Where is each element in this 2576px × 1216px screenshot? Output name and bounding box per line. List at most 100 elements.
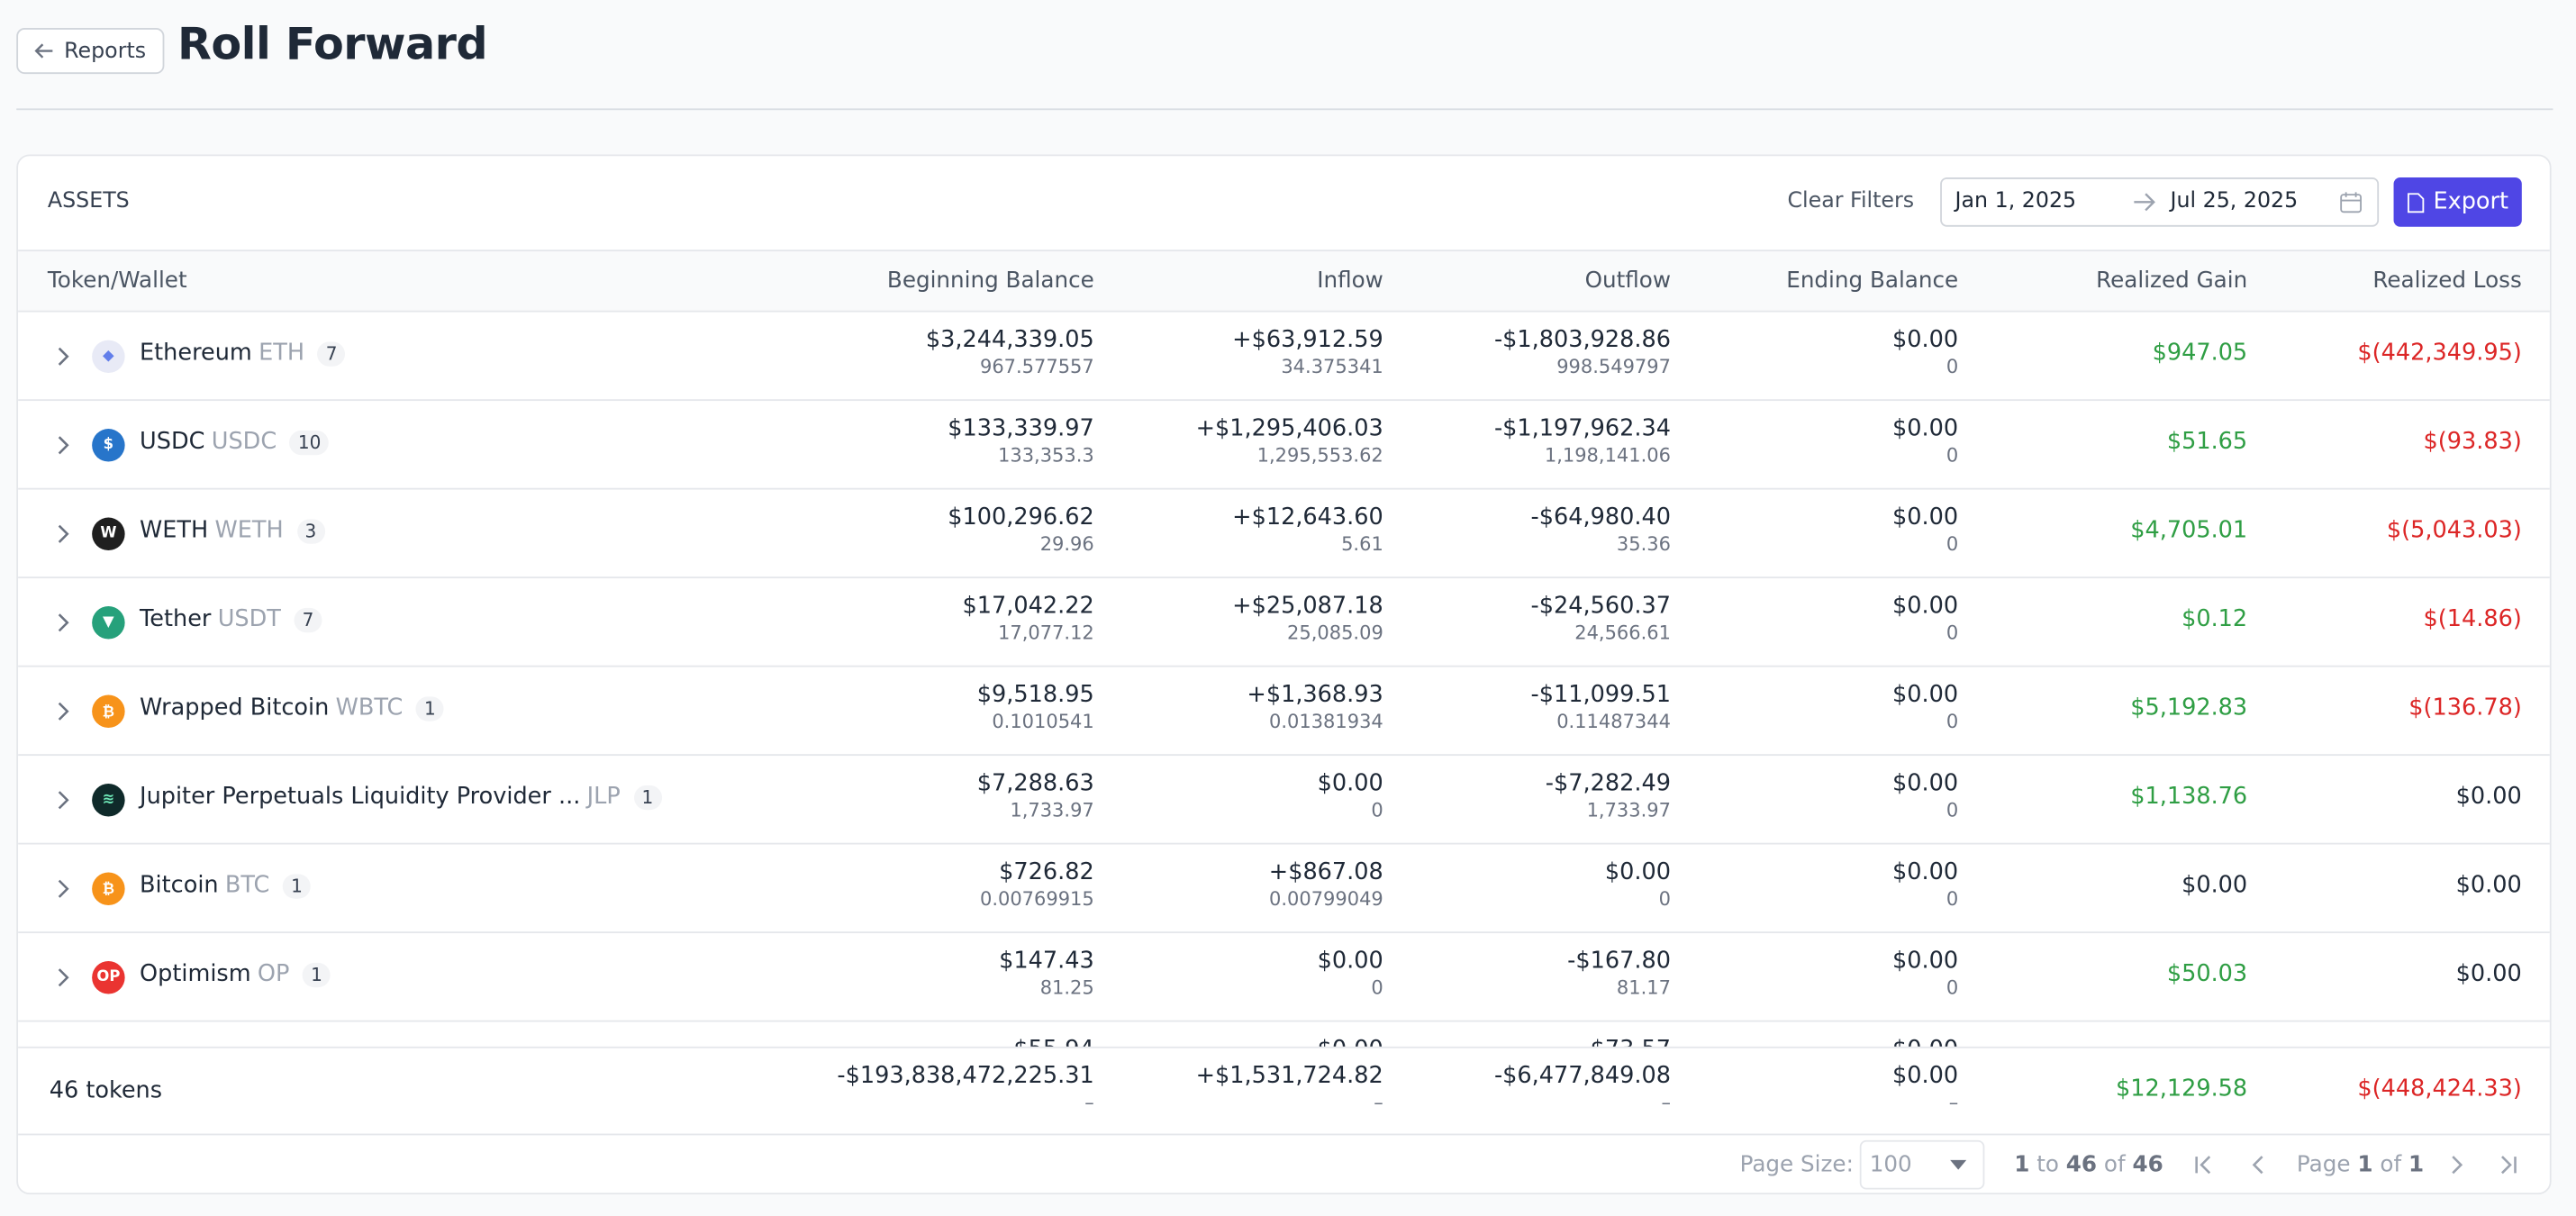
token-name: WETH <box>140 517 209 544</box>
amount: +$25,087.18 <box>1232 593 1383 620</box>
quantity: 1,733.97 <box>1010 798 1094 821</box>
balance-cell: $0.00 0 <box>1892 948 1958 999</box>
expand-chevron[interactable] <box>54 702 70 721</box>
balance-cell: $0.00 0 <box>1892 504 1958 556</box>
expand-chevron[interactable] <box>54 879 70 899</box>
amount: $0.00 <box>1892 415 1959 442</box>
realized-loss: $(442,349.95) <box>2357 340 2522 367</box>
expand-chevron[interactable] <box>54 967 70 987</box>
amount: -$7,282.49 <box>1545 770 1671 797</box>
amount: $726.82 <box>999 858 1094 886</box>
expand-chevron[interactable] <box>54 524 70 544</box>
quantity: 34.375341 <box>1281 354 1383 378</box>
range-to: to <box>2036 1151 2059 1178</box>
range-end: 46 <box>2065 1151 2098 1178</box>
column-header: Realized Loss <box>2372 268 2522 295</box>
start-date: Jan 1, 2025 <box>1955 188 2077 214</box>
balance-cell: $0.00 0 <box>1892 327 1958 378</box>
balance-cell: -$6,477,849.08– <box>1494 1063 1671 1114</box>
table-row: $55.94 $0.00 -$73.57 $0.00 <box>18 1022 2550 1047</box>
amount: -$167.80 <box>1567 948 1671 975</box>
expand-chevron[interactable] <box>54 790 70 810</box>
token-cell: Optimism OP 1 <box>140 961 331 988</box>
balance-cell: $9,518.95 0.1010541 <box>977 682 1094 733</box>
realized-gain: $947.05 <box>2152 340 2248 367</box>
amount: $0.00 <box>1892 948 1959 975</box>
balance-cell: $0.00 0 <box>1892 682 1958 733</box>
quantity: 0 <box>1946 798 1959 821</box>
balance-cell: -$73.57 <box>1582 1037 1671 1047</box>
token-cell: Ethereum ETH 7 <box>140 340 346 367</box>
quantity: 998.549797 <box>1556 354 1671 378</box>
quantity: 0 <box>1946 621 1959 645</box>
quantity: 967.577557 <box>979 354 1094 378</box>
quantity: 0 <box>1946 886 1959 911</box>
realized-loss: $0.00 <box>2455 784 2522 811</box>
page-word: Page <box>2296 1151 2351 1178</box>
divider <box>16 108 2553 111</box>
amount: $0.00 <box>1892 858 1959 886</box>
token-cell: Wrapped Bitcoin WBTC 1 <box>140 695 444 721</box>
quantity: 0 <box>1946 976 1959 999</box>
balance-cell: +$25,087.18 25,085.09 <box>1232 593 1383 644</box>
end-date: Jul 25, 2025 <box>2170 188 2299 214</box>
balance-cell: $0.00 0 <box>1892 593 1958 644</box>
token-icon: ▼ <box>92 606 125 640</box>
realized-gain: $5,192.83 <box>2130 694 2248 721</box>
wallet-count: 3 <box>296 519 325 544</box>
clear-filters[interactable]: Clear Filters <box>1787 188 1915 214</box>
token-name: Wrapped Bitcoin <box>140 694 330 721</box>
dropdown-caret <box>1950 1159 1967 1170</box>
wallet-count: 7 <box>294 607 322 633</box>
amount: $55.94 <box>1013 1037 1093 1047</box>
balance-cell: $0.00 0 <box>1318 948 1383 999</box>
balance-cell: $7,288.63 1,733.97 <box>977 770 1094 821</box>
current-page: 1 <box>2357 1151 2373 1178</box>
balance-cell: $0.00 0 <box>1892 770 1958 821</box>
realized-gain: $1,138.76 <box>2130 784 2248 811</box>
table-row: OP Optimism OP 1 $147.43 81.25 $0.00 0 -$167.80 8… <box>18 933 2550 1022</box>
amount: $0.00 <box>1892 1037 1958 1047</box>
amount: +$63,912.59 <box>1232 326 1383 354</box>
token-symbol: WETH <box>214 517 284 544</box>
expand-chevron[interactable] <box>54 435 70 455</box>
amount: $0.00 <box>1317 948 1383 975</box>
balance-cell: $17,042.22 17,077.12 <box>963 593 1094 644</box>
amount: -$1,803,928.86 <box>1493 326 1671 354</box>
balance-cell: $0.00 0 <box>1318 770 1383 821</box>
last-page[interactable] <box>2499 1155 2518 1175</box>
table-footer: 46 tokens -$193,838,472,225.31– +$1,531,7… <box>18 1046 2550 1136</box>
range-arrow <box>2134 193 2155 212</box>
next-page[interactable] <box>2446 1155 2466 1175</box>
balance-cell: +$1,368.93 0.01381934 <box>1247 682 1383 733</box>
expand-chevron[interactable] <box>54 613 70 632</box>
token-count: 46 tokens <box>49 1077 163 1104</box>
amount: -$24,560.37 <box>1530 593 1671 620</box>
amount: -$64,980.40 <box>1530 504 1671 531</box>
token-icon: ≋ <box>92 784 125 817</box>
balance-cell: -$1,803,928.86 998.549797 <box>1494 327 1671 378</box>
range-of: of <box>2103 1151 2126 1178</box>
back-button[interactable]: Reports <box>16 28 165 75</box>
token-symbol: JLP <box>586 784 621 811</box>
realized-gain: $0.12 <box>2181 606 2248 633</box>
export-button[interactable]: Export <box>2393 177 2522 227</box>
back-label: Reports <box>64 38 147 64</box>
quantity: 81.17 <box>1616 976 1671 999</box>
expand-chevron[interactable] <box>54 347 70 367</box>
prev-page[interactable] <box>2249 1155 2269 1175</box>
quantity: – <box>1084 1091 1094 1114</box>
page-size-select[interactable]: 100 <box>1859 1139 1985 1190</box>
amount: $9,518.95 <box>976 681 1094 709</box>
amount: $0.00 <box>1318 1037 1383 1047</box>
column-header: Beginning Balance <box>886 268 1094 295</box>
realized-loss: $(448,424.33) <box>2357 1075 2522 1103</box>
realized-loss: $(5,043.03) <box>2386 517 2522 544</box>
first-page[interactable] <box>2193 1155 2213 1175</box>
table-row: ▼ Tether USDT 7 $17,042.22 17,077.12 +$25,087.… <box>18 578 2550 667</box>
token-cell: WETH WETH 3 <box>140 517 325 544</box>
date-range[interactable]: Jan 1, 2025 Jul 25, 2025 <box>1940 177 2380 227</box>
wallet-count: 1 <box>282 874 311 899</box>
token-cell: USDC USDC 10 <box>140 429 330 456</box>
amount: $0.00 <box>1604 858 1671 886</box>
